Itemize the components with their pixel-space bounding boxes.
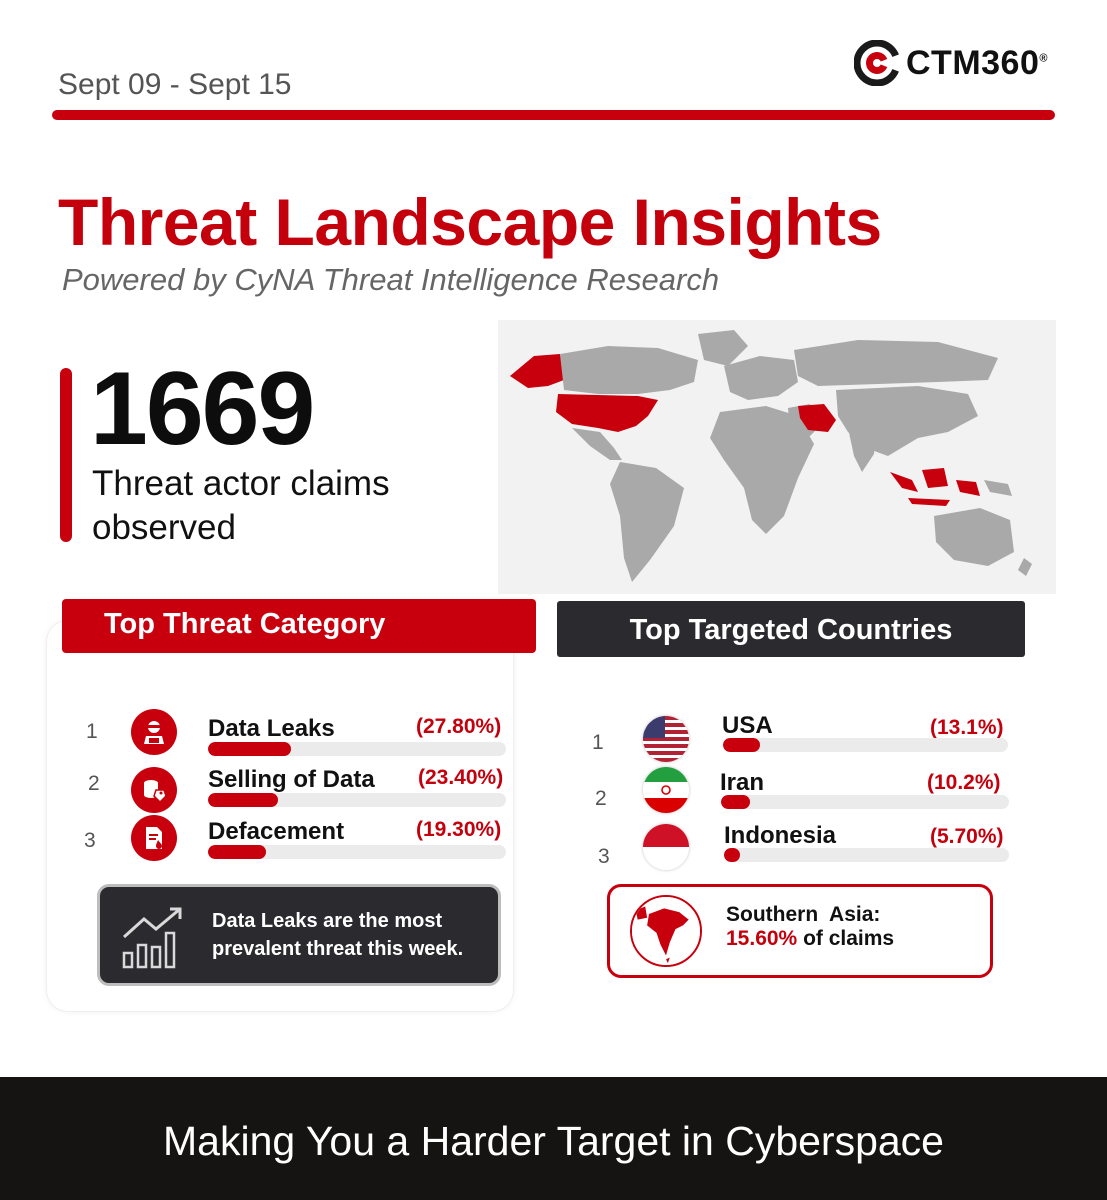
insight-text: Data Leaks are the most prevalent threat… <box>212 910 464 960</box>
threat-bar-fill <box>208 742 291 756</box>
map-greenland <box>698 330 748 366</box>
map-alaska <box>510 354 564 388</box>
database-tag-icon <box>131 767 177 813</box>
region-share: 15.60% of claims <box>726 927 894 951</box>
growth-chart-icon <box>122 907 182 969</box>
region-name: Southern Asia: <box>726 903 881 926</box>
stat-accent-bar <box>60 368 72 542</box>
map-russia <box>794 340 998 386</box>
map-india <box>848 428 876 472</box>
map-australia <box>934 508 1014 566</box>
header-divider <box>52 110 1055 120</box>
threat-bar-track <box>208 845 506 859</box>
threat-percent: (19.30%) <box>416 818 502 841</box>
country-label: Indonesia <box>724 822 837 849</box>
threat-bar-track <box>208 793 506 807</box>
indonesia-flag-icon <box>643 824 689 870</box>
country-rank: 3 <box>598 845 610 868</box>
country-rank: 1 <box>592 731 604 754</box>
map-new-zealand <box>1018 558 1032 576</box>
country-bar-fill <box>724 848 741 862</box>
threat-percent: (23.40%) <box>418 766 504 789</box>
map-papua <box>984 480 1012 496</box>
usa-flag-icon <box>643 716 689 762</box>
map-africa <box>710 406 814 534</box>
country-bar-fill <box>723 738 761 752</box>
map-mexico <box>572 428 622 460</box>
country-percent: (10.2%) <box>927 771 1001 794</box>
page-title: Threat Landscape Insights <box>58 185 882 259</box>
map-indonesia-3 <box>908 498 950 506</box>
threat-label: Data Leaks <box>208 715 335 742</box>
threat-category-title: Top Threat Category <box>62 599 536 653</box>
map-iran <box>798 404 836 432</box>
hacker-icon <box>131 709 177 755</box>
threat-label: Defacement <box>208 818 345 845</box>
country-percent: (13.1%) <box>930 716 1004 739</box>
map-europe <box>724 356 798 400</box>
claims-caption: Threat actor claims observed <box>92 464 390 547</box>
page-subtitle: Powered by CyNA Threat Intelligence Rese… <box>62 262 720 297</box>
threat-bar-fill <box>208 793 278 807</box>
threat-bar-fill <box>208 845 266 859</box>
date-range: Sept 09 - Sept 15 <box>58 68 292 101</box>
country-bar-track <box>721 795 1009 809</box>
world-map <box>498 320 1056 594</box>
south-asia-map-icon <box>630 895 702 967</box>
map-usa <box>556 394 658 432</box>
map-indonesia-4 <box>956 480 980 496</box>
country-bar-track <box>724 848 1009 862</box>
ctm360-logo: CTM360® <box>854 40 1048 86</box>
threat-label: Selling of Data <box>208 766 375 793</box>
targeted-countries-title: Top Targeted Countries <box>557 601 1025 657</box>
insight-callout: Data Leaks are the most prevalent threat… <box>97 884 501 986</box>
country-label: Iran <box>720 769 765 796</box>
region-percent: 15.60% <box>726 927 798 950</box>
threat-rank: 2 <box>88 772 100 795</box>
country-rank: 2 <box>595 787 607 810</box>
document-drop-icon <box>131 815 177 861</box>
threat-rank: 1 <box>86 720 98 743</box>
country-label: USA <box>722 712 773 739</box>
region-suffix: of claims <box>803 927 895 950</box>
country-bar-fill <box>721 795 751 809</box>
iran-flag-icon <box>643 767 689 813</box>
map-south-america <box>610 462 684 582</box>
threat-bar-track <box>208 742 506 756</box>
country-percent: (5.70%) <box>930 825 1004 848</box>
map-indonesia-2 <box>922 468 948 488</box>
footer-tagline: Making You a Harder Target in Cyberspace <box>0 1077 1107 1200</box>
logo-text: CTM360® <box>906 43 1048 82</box>
logo-mark-icon <box>854 40 900 86</box>
threat-percent: (27.80%) <box>416 715 502 738</box>
map-indonesia-1 <box>890 472 918 492</box>
region-callout: Southern Asia: 15.60% of claims <box>607 884 993 978</box>
country-bar-track <box>723 738 1008 752</box>
claims-count: 1669 <box>90 351 315 467</box>
threat-rank: 3 <box>84 829 96 852</box>
map-canada <box>560 346 698 394</box>
